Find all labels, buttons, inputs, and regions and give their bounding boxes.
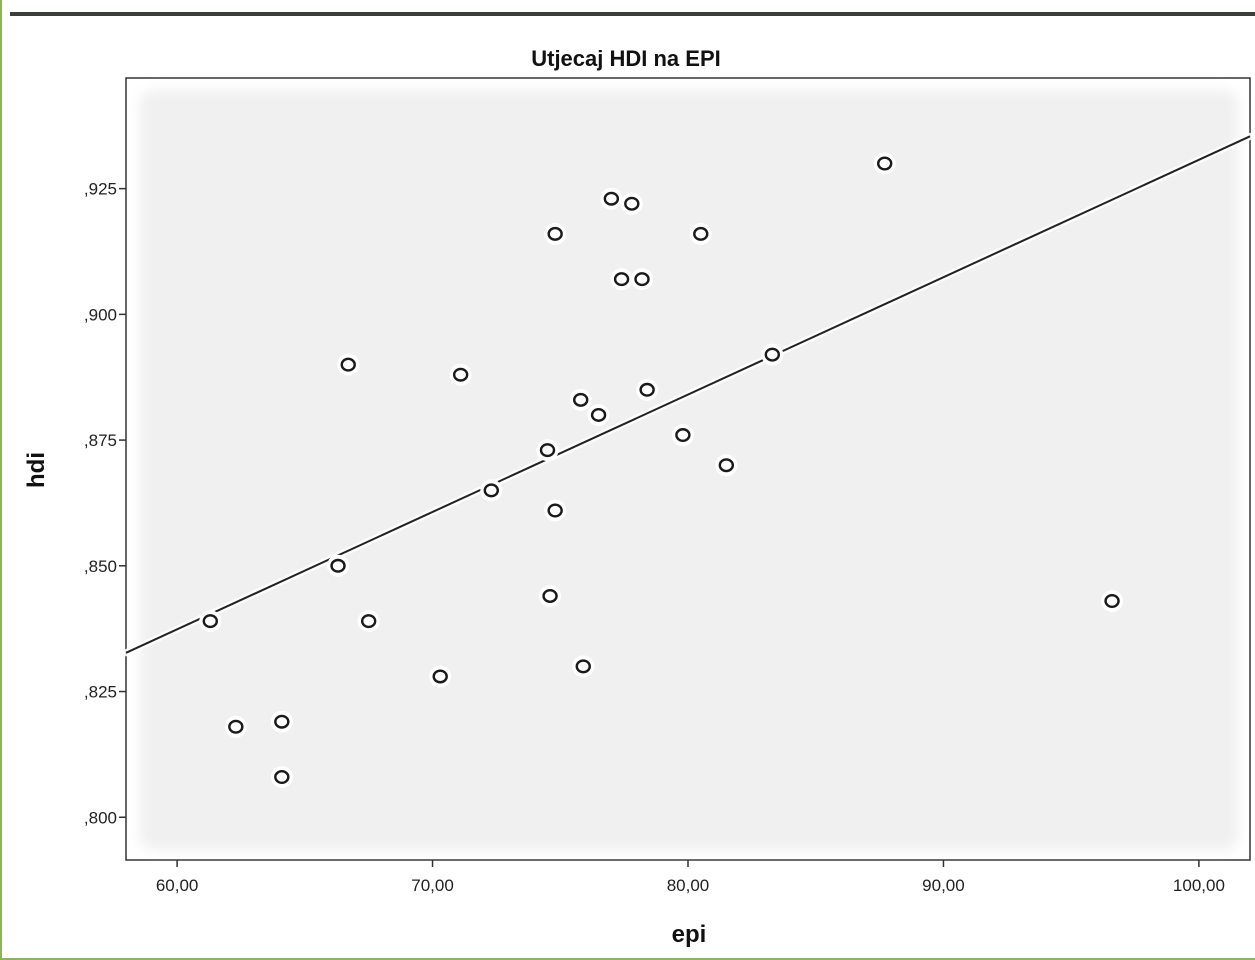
- data-point-halo: [199, 610, 222, 633]
- y-tick-label: ,925: [84, 180, 117, 199]
- data-point: [590, 407, 607, 422]
- data-point: [573, 392, 589, 407]
- data-point-halo: [631, 268, 654, 291]
- data-point: [718, 458, 735, 473]
- fit-line: [125, 135, 1251, 654]
- data-point-halo: [610, 268, 633, 291]
- x-tick-label: 60,00: [156, 876, 199, 895]
- x-tick-label: 90,00: [922, 876, 965, 895]
- data-point: [613, 272, 630, 287]
- data-point: [624, 196, 640, 211]
- y-tick-label: ,800: [84, 808, 117, 827]
- plot-background: [140, 90, 1238, 850]
- data-point: [452, 367, 469, 382]
- data-point: [547, 226, 563, 241]
- data-point-halo: [636, 378, 659, 401]
- data-point: [764, 347, 780, 362]
- data-point-halo: [449, 363, 472, 386]
- data-point: [693, 226, 709, 241]
- points-layer: [199, 152, 1124, 789]
- data-point-halo: [761, 343, 784, 366]
- data-point-halo: [572, 655, 595, 678]
- data-point-halo: [671, 424, 694, 447]
- data-point-halo: [620, 192, 643, 215]
- data-point: [603, 191, 620, 206]
- data-point-halo: [539, 584, 562, 607]
- fit-line-layer: [122, 132, 1254, 657]
- y-tick-label: ,825: [84, 683, 117, 702]
- data-point: [202, 614, 219, 629]
- data-point-halo: [544, 499, 567, 522]
- data-point-halo: [224, 715, 247, 738]
- data-point-halo: [569, 388, 592, 411]
- data-point: [360, 614, 377, 629]
- data-point-halo: [544, 222, 567, 245]
- data-point-halo: [327, 554, 350, 577]
- x-tick-label: 80,00: [667, 876, 710, 895]
- data-point-halo: [873, 152, 896, 175]
- axes: 60,00 70,00 80,00 90,00 100,00 ,800 ,825 ,850 ,8…: [84, 180, 1225, 895]
- data-point-halo: [480, 479, 503, 502]
- data-point: [340, 357, 356, 372]
- data-point: [274, 714, 290, 729]
- y-axis-title: hdi: [23, 452, 50, 488]
- data-point: [877, 156, 893, 171]
- data-point: [634, 272, 650, 287]
- data-point: [542, 588, 558, 603]
- x-tick-label: 100,00: [1173, 876, 1225, 895]
- y-tick-label: ,875: [84, 431, 117, 450]
- data-point: [639, 382, 655, 397]
- data-point: [547, 503, 563, 518]
- data-point: [1104, 594, 1120, 609]
- y-tick-label: ,900: [84, 305, 117, 324]
- data-point-halo: [1101, 590, 1124, 613]
- chart-title: Utjecaj HDI na EPI: [531, 46, 721, 71]
- y-tick-label: ,850: [84, 557, 117, 576]
- x-tick-label: 70,00: [411, 876, 454, 895]
- data-point: [539, 443, 556, 458]
- data-point: [228, 719, 244, 734]
- top-border-bar: [10, 12, 1255, 16]
- data-point: [274, 770, 290, 785]
- data-point-halo: [715, 454, 738, 477]
- data-point: [483, 483, 499, 498]
- data-point: [330, 558, 346, 573]
- data-point-halo: [536, 439, 559, 462]
- data-point-halo: [270, 710, 293, 733]
- x-axis-title: epi: [672, 921, 707, 948]
- data-point-halo: [429, 665, 452, 688]
- data-point-halo: [600, 187, 623, 210]
- data-point-halo: [587, 403, 610, 426]
- data-point: [675, 428, 691, 443]
- data-point-halo: [270, 766, 293, 789]
- data-point: [575, 659, 591, 674]
- data-point-halo: [689, 222, 712, 245]
- data-point: [432, 669, 448, 684]
- data-point-halo: [357, 610, 380, 633]
- data-point-halo: [337, 353, 360, 376]
